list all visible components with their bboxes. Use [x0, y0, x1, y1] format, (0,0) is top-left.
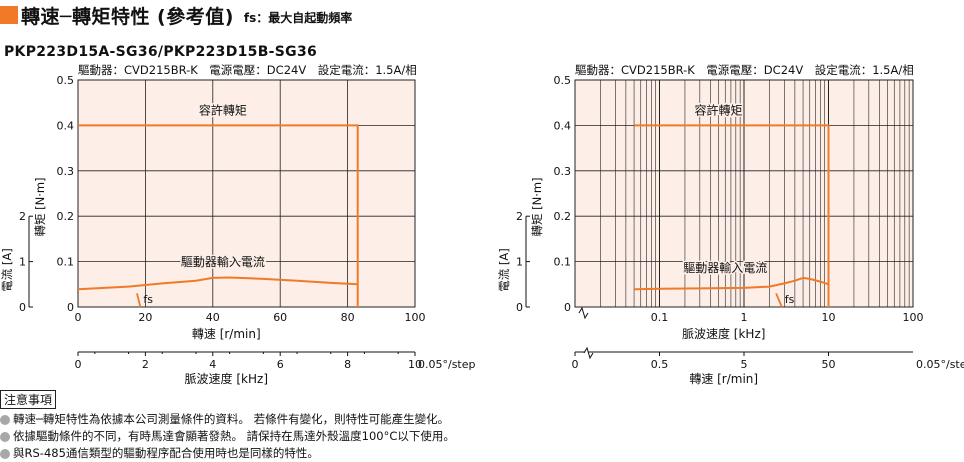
- note-text: 與RS-485通信類型的驅動程序配合使用時也是同樣的特性。: [13, 446, 319, 460]
- secondary-x-tick-label: 0.5: [651, 358, 669, 371]
- y-tick-label: 0.3: [57, 165, 75, 178]
- note-item: 依據驅動條件的不同，有時馬達會顯著發熱。 請保持在馬達外殼溫度100°C以下使用…: [0, 428, 455, 445]
- series-label: 容許轉矩: [695, 103, 743, 118]
- current-tick-label: 2: [516, 210, 523, 223]
- y-tick-label: 0: [564, 301, 571, 314]
- x-tick-label: 80: [341, 311, 355, 324]
- y-tick-label: 0.1: [57, 256, 75, 269]
- charts-canvas: 驅動器：CVD215BR-K 電源電壓：DC24V 設定電流：1.5A/相 0 0.…: [0, 63, 964, 386]
- fs-label: fs: [785, 293, 795, 306]
- series-label: 容許轉矩: [199, 103, 247, 118]
- notes-title: 注意事項: [0, 390, 57, 409]
- y-tick-label: 0.5: [57, 74, 75, 87]
- y-tick-label: 0.3: [554, 165, 572, 178]
- y-tick-label: 0.4: [57, 119, 75, 132]
- current-tick-label: 0: [19, 301, 26, 314]
- note-text: 轉速─轉矩特性為依據本公司測量條件的資料。 若條件有變化，則特性可能產生變化。: [13, 412, 450, 426]
- fs-marker: [775, 293, 783, 308]
- x-tick-label: 40: [206, 311, 220, 324]
- secondary-x-tick-label: 8: [344, 358, 351, 371]
- current-tick-label: 2: [19, 210, 26, 223]
- accent-square-icon: [0, 6, 18, 24]
- x-tick-label: 0: [75, 311, 82, 324]
- y-tick-label: 0.4: [554, 119, 572, 132]
- y-tick-label: 0.5: [554, 74, 572, 87]
- series-label: 驅動器輸入電流: [683, 260, 767, 275]
- x-axis-title: 脈波速度 [kHz]: [682, 326, 765, 341]
- fs-marker: [136, 293, 142, 308]
- note-text: 依據驅動條件的不同，有時馬達會顯著發熱。 請保持在馬達外殼溫度100°C以下使用…: [13, 429, 455, 443]
- secondary-x-axis-title: 轉速 [r/min]: [689, 372, 758, 386]
- fs-label: fs: [143, 293, 153, 306]
- y-tick-label: 0: [67, 301, 74, 314]
- secondary-x-axis-title: 脈波速度 [kHz]: [185, 371, 268, 386]
- bullet-icon: [0, 431, 10, 442]
- x-tick-label: 10: [822, 311, 836, 324]
- series-line: [77, 276, 358, 291]
- x-tick-label: 0.1: [651, 311, 669, 324]
- current-tick-label: 1: [19, 256, 26, 269]
- bullet-icon: [0, 414, 10, 425]
- current-tick-label: 0: [516, 301, 523, 314]
- x-tick-label: 1: [741, 311, 748, 324]
- current-axis-title: 電流 [A]: [497, 248, 511, 292]
- page-subtitle: fs：最大自起動頻率: [243, 10, 353, 25]
- series-line: [634, 276, 829, 291]
- x-tick-label: 100: [903, 311, 924, 324]
- x-tick-label: 60: [273, 311, 287, 324]
- series-line: [78, 124, 359, 307]
- axis-break-icon: [583, 346, 594, 360]
- y-tick-label: 0.2: [57, 210, 75, 223]
- axis-break-icon: [578, 306, 589, 320]
- notes-section: 注意事項 轉速─轉矩特性為依據本公司測量條件的資料。 若條件有變化，則特性可能產…: [0, 390, 455, 462]
- y-tick-label: 0.1: [554, 256, 572, 269]
- y-axis-title: 轉矩 [N·m]: [33, 177, 47, 236]
- header: 轉速─轉矩特性 (參考值) fs：最大自起動頻率: [0, 2, 352, 28]
- driver-info: 驅動器：CVD215BR-K 電源電壓：DC24V 設定電流：1.5A/相: [575, 63, 914, 77]
- secondary-x-tick-label: 0: [75, 358, 82, 371]
- y-axis-title: 轉矩 [N·m]: [530, 177, 544, 236]
- note-item: 與RS-485通信類型的驅動程序配合使用時也是同樣的特性。: [0, 445, 455, 462]
- page-title: 轉速─轉矩特性 (參考值): [21, 5, 234, 28]
- note-item: 轉速─轉矩特性為依據本公司測量條件的資料。 若條件有變化，則特性可能產生變化。: [0, 411, 455, 428]
- y-tick-label: 0.2: [554, 210, 572, 223]
- bullet-icon: [0, 448, 10, 459]
- x-tick-label: 100: [405, 311, 426, 324]
- driver-info: 驅動器：CVD215BR-K 電源電壓：DC24V 設定電流：1.5A/相: [78, 63, 417, 77]
- model-number: PKP223D15A-SG36/PKP223D15B-SG36: [4, 44, 318, 60]
- series-label: 驅動器輸入電流: [181, 254, 265, 269]
- secondary-x-tick-label: 50: [822, 358, 836, 371]
- current-tick-label: 1: [516, 256, 523, 269]
- secondary-x-unit: 0.05°/step: [418, 358, 476, 371]
- current-axis-title: 電流 [A]: [0, 248, 14, 292]
- secondary-x-tick-label: 2: [142, 358, 149, 371]
- secondary-x-unit: 0.05°/step: [916, 358, 964, 371]
- secondary-x-tick-label: 6: [277, 358, 284, 371]
- series-line: [634, 124, 830, 307]
- secondary-x-tick-label: 5: [741, 358, 748, 371]
- x-axis-title: 轉速 [r/min]: [192, 327, 261, 341]
- x-tick-label: 20: [138, 311, 152, 324]
- secondary-x-tick-label: 4: [209, 358, 216, 371]
- secondary-x-tick-label: 10: [408, 358, 422, 371]
- plot-area: [77, 79, 416, 308]
- secondary-x-tick-label: 0: [572, 358, 579, 371]
